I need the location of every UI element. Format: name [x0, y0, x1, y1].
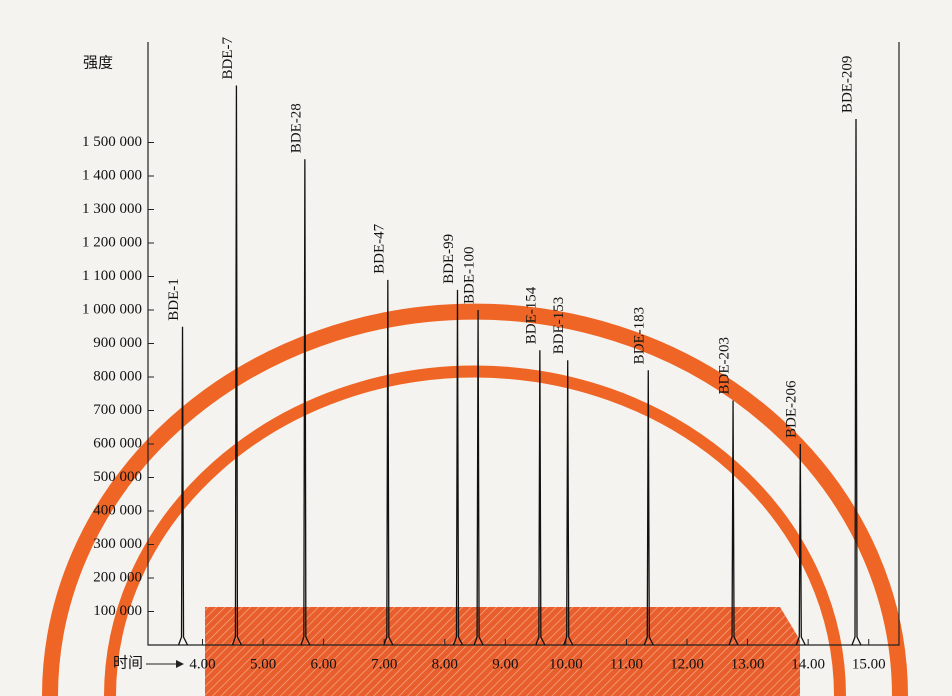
peak-label: BDE-1: [166, 278, 182, 321]
x-tick-label: 8.00: [432, 656, 458, 672]
peak-label: BDE-206: [784, 380, 800, 438]
peak: [177, 326, 189, 646]
x-tick-label: 11.00: [610, 656, 643, 672]
x-tick-label: 7.00: [371, 656, 397, 672]
y-tick-label: 1 500 000: [82, 134, 142, 150]
peak: [300, 159, 311, 646]
y-tick-label: 200 000: [93, 569, 142, 585]
peak-label: BDE-203: [716, 337, 732, 395]
y-tick-label: 700 000: [93, 402, 142, 418]
y-tick-label: 1 300 000: [82, 201, 142, 217]
y-tick-label: 300 000: [93, 536, 142, 552]
y-tick-label: 600 000: [93, 435, 142, 451]
peak: [851, 119, 862, 646]
x-tick-label: 15.00: [852, 656, 886, 672]
peak: [728, 400, 739, 646]
y-tick-label: 1 000 000: [82, 301, 142, 317]
x-tick-label: 14.00: [791, 656, 825, 672]
peak: [231, 85, 243, 646]
peak-label: BDE-28: [288, 103, 304, 153]
x-tick-label: 13.00: [731, 656, 765, 672]
overlay-decoration: [42, 303, 908, 696]
peak-label: BDE-209: [839, 56, 855, 114]
y-axis-label: 强度: [83, 54, 113, 71]
y-tick-label: 400 000: [93, 502, 142, 518]
x-axis-arrowhead: [176, 660, 184, 668]
peak-label: BDE-7: [220, 37, 236, 80]
peak: [452, 289, 464, 646]
peak: [473, 309, 484, 646]
peak-label: BDE-47: [371, 223, 387, 273]
y-tick-label: 500 000: [93, 469, 142, 485]
x-tick-label: 9.00: [492, 656, 518, 672]
peak: [563, 360, 574, 646]
peak-label: BDE-99: [441, 234, 457, 284]
peak: [643, 370, 654, 646]
y-tick-label: 900 000: [93, 335, 142, 351]
peak: [383, 279, 394, 646]
peak-label: BDE-154: [523, 286, 539, 344]
peak-label: BDE-100: [462, 247, 478, 305]
peak: [535, 350, 546, 646]
peak-label: BDE-153: [551, 297, 567, 355]
peak: [795, 443, 806, 646]
y-tick-label: 1 100 000: [82, 268, 142, 284]
x-tick-label: 6.00: [311, 656, 337, 672]
x-tick-label: 10.00: [549, 656, 583, 672]
y-tick-label: 1 200 000: [82, 234, 142, 250]
y-tick-label: 1 400 000: [82, 167, 142, 183]
y-tick-label: 800 000: [93, 368, 142, 384]
x-tick-label: 5.00: [250, 656, 276, 672]
y-tick-label: 100 000: [93, 603, 142, 619]
x-tick-label: 12.00: [670, 656, 704, 672]
peak-label: BDE-183: [632, 307, 648, 365]
x-tick-label: 4.00: [189, 656, 215, 672]
x-axis-label: 时间: [113, 654, 143, 671]
